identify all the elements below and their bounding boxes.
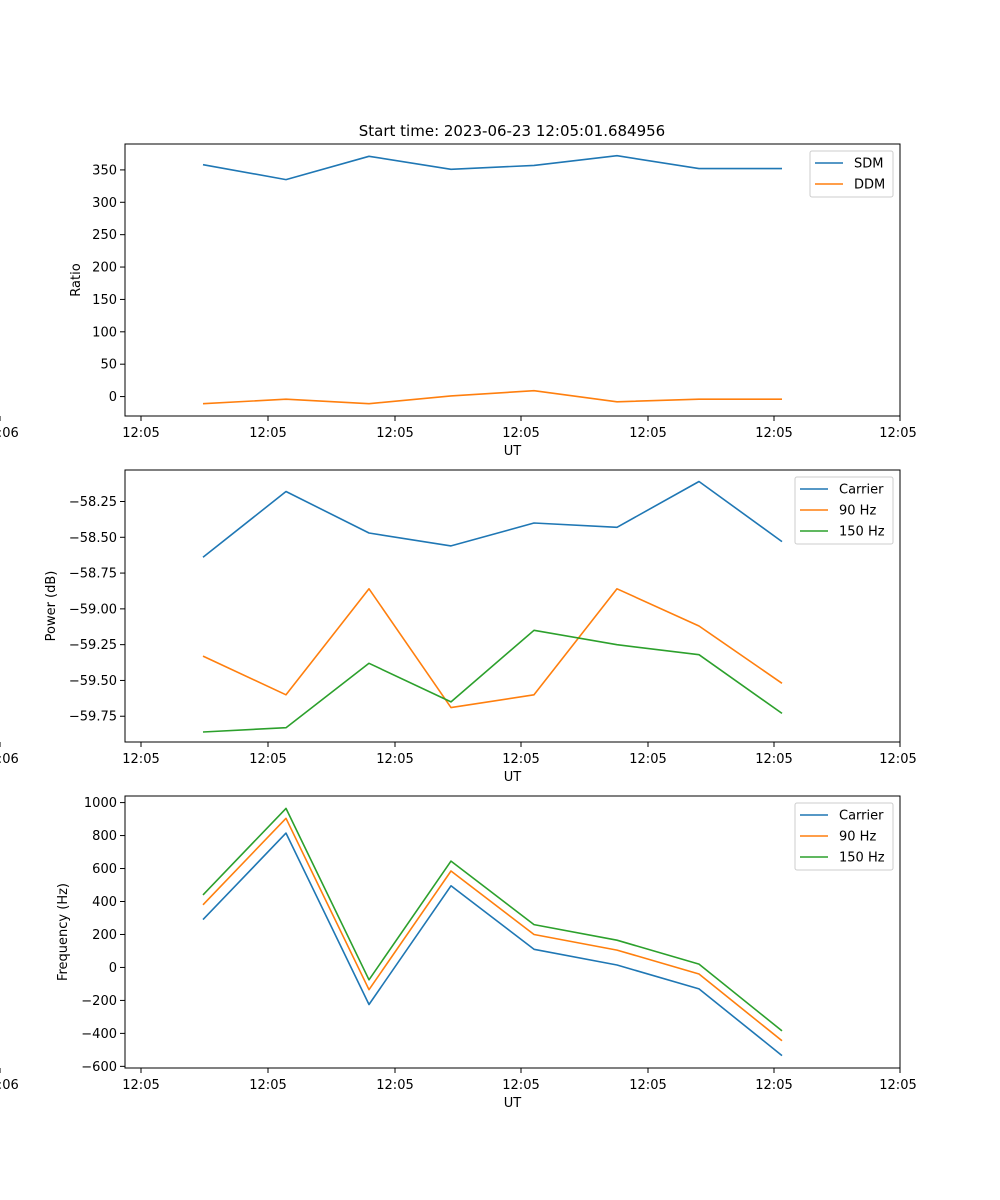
x-tick-label: 12:05 — [755, 426, 792, 441]
legend-label-90-hz: 90 Hz — [839, 504, 876, 519]
y-tick-label: −59.00 — [69, 602, 117, 617]
x-tick-label: 12:06 — [0, 752, 19, 767]
x-tick-label: 12:05 — [249, 1078, 286, 1093]
x-tick-label: 12:05 — [502, 1078, 539, 1093]
x-tick-label: 12:05 — [376, 426, 413, 441]
x-tick-label: 12:05 — [629, 426, 666, 441]
legend-label-150-hz: 150 Hz — [839, 851, 885, 866]
y-tick-label: 350 — [92, 163, 117, 178]
x-tick-label: 12:06 — [0, 1078, 19, 1093]
y-tick-label: 0 — [109, 390, 117, 405]
legend-label-sdm: SDM — [854, 157, 883, 172]
legend: Carrier 90 Hz 150 Hz — [794, 802, 894, 871]
x-tick-label: 12:05 — [376, 1078, 413, 1093]
x-axis-label: UT — [504, 444, 522, 459]
y-tick-label: −59.50 — [69, 674, 117, 689]
series-line-carrier — [202, 832, 783, 1057]
x-tick-label: 12:05 — [879, 1078, 916, 1093]
y-tick-label: −58.25 — [69, 495, 117, 510]
y-axis-label: Frequency (Hz) — [56, 883, 71, 981]
y-tick-label: 300 — [92, 196, 117, 211]
y-tick-label: −58.75 — [69, 567, 117, 582]
axes-frame — [124, 795, 901, 1069]
axes-frame — [124, 469, 901, 743]
series-line-90-hz — [202, 587, 783, 709]
series-line-sdm — [202, 154, 782, 181]
x-tick-label: 12:05 — [376, 752, 413, 767]
y-tick-label: 100 — [92, 325, 117, 340]
x-axis-label: UT — [504, 1096, 522, 1111]
legend-label-150-hz: 150 Hz — [839, 525, 885, 540]
legend-label-ddm: DDM — [854, 178, 885, 193]
x-tick-label: 12:05 — [879, 752, 916, 767]
legend: SDM DDM — [809, 150, 894, 198]
y-tick-label: 1000 — [84, 796, 117, 811]
x-axis-label: UT — [504, 770, 522, 785]
y-tick-label: 800 — [92, 829, 117, 844]
power-panel: 12:05 12:05 12:05 12:05 12:05 12:05 12:05 12:06… — [0, 469, 917, 785]
x-tick-label: 12:05 — [502, 426, 539, 441]
x-tick-label: 12:05 — [755, 752, 792, 767]
y-tick-label: −200 — [81, 994, 117, 1009]
y-tick-label: 200 — [92, 261, 117, 276]
y-axis-label: Power (dB) — [44, 571, 59, 642]
x-tick-label: 12:05 — [502, 752, 539, 767]
y-tick-label: 200 — [92, 928, 117, 943]
x-tick-label: 12:05 — [122, 752, 159, 767]
y-tick-label: 0 — [109, 961, 117, 976]
y-tick-label: −59.25 — [69, 638, 117, 653]
x-tick-label: 12:05 — [629, 752, 666, 767]
y-tick-label: 400 — [92, 895, 117, 910]
y-tick-label: −600 — [81, 1060, 117, 1075]
figure-title: Start time: 2023-06-23 12:05:01.684956 — [359, 122, 665, 140]
x-tick-label: 12:05 — [122, 1078, 159, 1093]
y-tick-label: 150 — [92, 293, 117, 308]
series-line-90-hz — [202, 817, 783, 1042]
x-tick-label: 12:05 — [122, 426, 159, 441]
legend-label-carrier: Carrier — [839, 809, 884, 824]
legend-box — [794, 802, 894, 871]
legend-label-carrier: Carrier — [839, 483, 884, 498]
x-tick-label: 12:05 — [755, 1078, 792, 1093]
x-tick-label: 12:05 — [879, 426, 916, 441]
axes-frame — [124, 143, 901, 417]
legend-label-90-hz: 90 Hz — [839, 830, 876, 845]
series-line-150-hz — [202, 629, 783, 733]
frequency-panel: 12:05 12:05 12:05 12:05 12:05 12:05 12:05 12:06… — [0, 795, 917, 1111]
series-line-carrier — [202, 480, 783, 558]
series-line-ddm — [202, 389, 782, 405]
y-tick-label: −58.50 — [69, 531, 117, 546]
y-tick-label: −59.75 — [69, 710, 117, 725]
x-tick-label: 12:06 — [0, 426, 19, 441]
x-tick-label: 12:05 — [249, 426, 286, 441]
x-tick-label: 12:05 — [249, 752, 286, 767]
legend: Carrier 90 Hz 150 Hz — [794, 476, 894, 545]
ratio-panel: 12:05 12:05 12:05 12:05 12:05 12:05 12:05 12:06… — [0, 143, 917, 459]
y-axis-label: Ratio — [69, 263, 84, 296]
legend-box — [794, 476, 894, 545]
y-tick-label: −400 — [81, 1027, 117, 1042]
y-tick-label: 50 — [100, 358, 117, 373]
y-tick-label: 250 — [92, 228, 117, 243]
y-tick-label: 600 — [92, 862, 117, 877]
x-tick-label: 12:05 — [629, 1078, 666, 1093]
series-line-150-hz — [202, 807, 783, 1032]
